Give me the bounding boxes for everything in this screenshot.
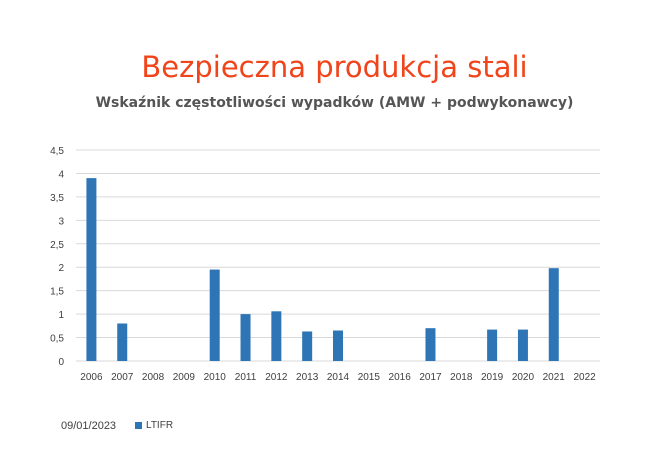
- legend: LTIFR: [135, 420, 173, 431]
- bar-2011: [240, 314, 251, 361]
- x-tick-label: 2017: [419, 372, 442, 383]
- x-tick-label: 2010: [204, 372, 227, 383]
- bar-2019: [487, 329, 498, 361]
- x-tick-label: 2008: [142, 372, 165, 383]
- bar-2021: [548, 268, 559, 361]
- y-tick-label: 3,5: [50, 193, 64, 204]
- x-tick-label: 2022: [573, 372, 596, 383]
- bar-2014: [333, 330, 343, 361]
- x-tick-label: 2016: [389, 372, 412, 383]
- x-tick-label: 2020: [512, 372, 535, 383]
- y-tick-label: 4: [58, 169, 64, 180]
- x-tick-label: 2021: [543, 372, 566, 383]
- date-label: 09/01/2023: [61, 420, 117, 432]
- legend-label: LTIFR: [146, 420, 174, 431]
- x-tick-label: 2014: [327, 372, 350, 383]
- chart-title: Bezpieczna produkcja stali: [141, 50, 528, 84]
- y-tick-label: 0,5: [50, 334, 64, 345]
- y-tick-label: 2,5: [50, 240, 64, 251]
- bar-2017: [425, 328, 436, 361]
- x-tick-label: 2015: [358, 372, 381, 383]
- x-tick-label: 2018: [450, 372, 473, 383]
- x-tick-label: 2012: [265, 372, 288, 383]
- y-tick-label: 0: [58, 357, 64, 368]
- x-tick-label: 2007: [111, 372, 134, 383]
- bar-2012: [271, 311, 282, 361]
- y-tick-label: 1: [58, 310, 64, 321]
- bar-2006: [86, 178, 97, 361]
- y-tick-label: 2: [58, 263, 64, 274]
- bar-2020: [517, 329, 528, 361]
- bar-2007: [117, 323, 128, 361]
- x-tick-label: 2011: [235, 372, 257, 383]
- x-tick-label: 2013: [296, 372, 319, 383]
- y-tick-label: 3: [58, 216, 64, 227]
- y-tick-label: 4,5: [50, 146, 64, 157]
- x-tick-label: 2009: [173, 372, 196, 383]
- bar-2010: [209, 269, 220, 361]
- bar-2013: [302, 331, 313, 361]
- chart-subtitle: Wskaźnik częstotliwości wypadków (AMW + …: [95, 95, 574, 111]
- y-tick-label: 1,5: [50, 287, 64, 298]
- x-tick-label: 2006: [80, 372, 103, 383]
- legend-swatch: [135, 422, 142, 429]
- x-tick-label: 2019: [481, 372, 504, 383]
